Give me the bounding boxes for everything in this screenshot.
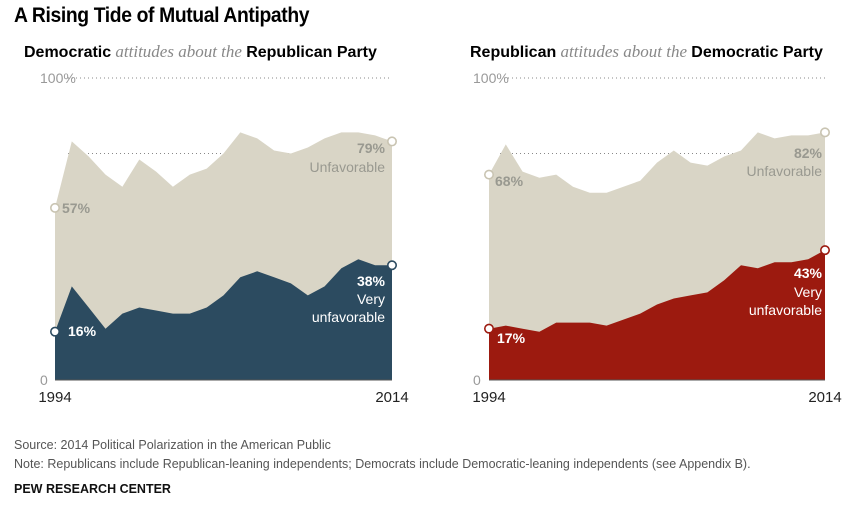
- right-area-very-unfavorable: [489, 250, 825, 380]
- right-label-start-very-unfavorable: 17%: [497, 330, 526, 346]
- right-xtick-start: 1994: [472, 389, 505, 406]
- left-label-very-2: unfavorable: [312, 309, 385, 325]
- right-label-end-unfavorable: 82%: [794, 145, 823, 161]
- right-marker-very-unfavorable-start: [483, 323, 494, 334]
- right-subtitle-part3: Democratic Party: [691, 44, 823, 61]
- org-name: PEW RESEARCH CENTER: [14, 482, 171, 496]
- left-marker-unfavorable-start: [49, 202, 60, 213]
- right-marker-unfavorable-end: [819, 127, 830, 138]
- left-ytick-0: 0: [40, 372, 48, 388]
- right-subtitle-part2: attitudes about the: [556, 42, 692, 61]
- right-chart-subtitle: Republican attitudes about the Democrati…: [470, 42, 823, 62]
- left-label-start-very-unfavorable: 16%: [68, 323, 97, 339]
- left-ytick-100: 100%: [40, 70, 76, 86]
- left-chart-subtitle: Democratic attitudes about the Republica…: [24, 42, 377, 62]
- left-marker-very-unfavorable-start: [49, 326, 60, 337]
- right-marker-very-unfavorable-end: [819, 245, 830, 256]
- left-marker-very-unfavorable-end: [386, 260, 397, 271]
- left-label-start-unfavorable: 57%: [62, 200, 91, 216]
- left-xtick-end: 2014: [375, 389, 408, 406]
- left-area-very-unfavorable: [55, 259, 392, 380]
- right-ytick-100: 100%: [473, 70, 509, 86]
- right-subtitle-part1: Republican: [470, 44, 557, 61]
- left-xtick-start: 1994: [38, 389, 71, 406]
- right-xtick-end: 2014: [808, 389, 841, 406]
- left-label-very-1: Very: [357, 291, 385, 307]
- left-subtitle-part3: Republican Party: [246, 44, 377, 61]
- right-label-very-2: unfavorable: [749, 302, 822, 318]
- right-label-very-1: Very: [794, 284, 822, 300]
- left-subtitle-part1: Democratic: [24, 44, 112, 61]
- right-ytick-0: 0: [473, 372, 481, 388]
- right-label-unfavorable: Unfavorable: [747, 163, 823, 179]
- footnote: Note: Republicans include Republican-lea…: [14, 457, 751, 471]
- right-label-end-very-unfavorable: 43%: [794, 265, 823, 281]
- left-label-unfavorable: Unfavorable: [310, 159, 386, 175]
- left-subtitle-part2: attitudes about the: [111, 42, 247, 61]
- left-marker-unfavorable-end: [386, 136, 397, 147]
- left-label-end-unfavorable: 79%: [357, 140, 386, 156]
- source-note: Source: 2014 Political Polarization in t…: [14, 438, 331, 452]
- right-marker-unfavorable-start: [483, 169, 494, 180]
- right-label-start-unfavorable: 68%: [495, 173, 524, 189]
- left-label-end-very-unfavorable: 38%: [357, 273, 386, 289]
- chart-title: A Rising Tide of Mutual Antipathy: [14, 4, 310, 27]
